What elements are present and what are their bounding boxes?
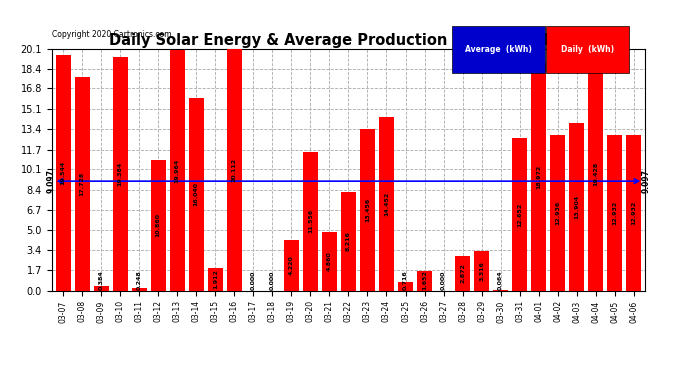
Text: 19.428: 19.428 <box>593 162 598 186</box>
Text: Average  (kWh): Average (kWh) <box>465 45 532 54</box>
Bar <box>112 57 128 291</box>
Text: 9.097: 9.097 <box>642 169 651 193</box>
Bar <box>227 49 242 291</box>
Bar <box>626 135 641 291</box>
Text: 20.112: 20.112 <box>232 158 237 182</box>
Text: 19.544: 19.544 <box>61 161 66 185</box>
Bar <box>417 271 432 291</box>
Bar <box>188 98 204 291</box>
Text: 0.248: 0.248 <box>137 270 141 290</box>
Bar <box>322 232 337 291</box>
Bar <box>341 192 356 291</box>
Text: 12.932: 12.932 <box>612 201 618 225</box>
Text: 12.652: 12.652 <box>517 202 522 226</box>
Bar <box>132 288 147 291</box>
Text: 14.452: 14.452 <box>384 192 389 216</box>
Text: 8.216: 8.216 <box>346 231 351 251</box>
Bar <box>569 123 584 291</box>
Text: 0.716: 0.716 <box>403 270 408 290</box>
Text: 12.932: 12.932 <box>631 201 636 225</box>
Title: Daily Solar Energy & Average Production Tue Apr 7  19:29: Daily Solar Energy & Average Production … <box>109 33 588 48</box>
Bar <box>208 268 223 291</box>
Bar <box>150 160 166 291</box>
Bar <box>75 77 90 291</box>
Text: 10.860: 10.860 <box>156 213 161 237</box>
Text: Copyright 2020 Cartronics.com: Copyright 2020 Cartronics.com <box>52 30 171 39</box>
Text: 17.728: 17.728 <box>79 172 85 196</box>
Bar <box>512 138 527 291</box>
Bar <box>550 135 565 291</box>
Bar <box>607 135 622 291</box>
Text: 4.220: 4.220 <box>289 255 294 275</box>
Bar <box>284 240 299 291</box>
Text: 0.064: 0.064 <box>498 271 503 290</box>
Bar <box>398 282 413 291</box>
Text: 13.904: 13.904 <box>574 195 579 219</box>
Text: 9.097: 9.097 <box>46 169 55 193</box>
Text: 18.972: 18.972 <box>536 164 541 189</box>
Text: 0.000: 0.000 <box>270 271 275 290</box>
Text: 12.936: 12.936 <box>555 201 560 225</box>
Bar <box>455 256 470 291</box>
Bar <box>303 152 318 291</box>
Bar <box>531 62 546 291</box>
Text: 0.000: 0.000 <box>441 271 446 290</box>
Text: 19.384: 19.384 <box>118 162 123 186</box>
Text: 11.556: 11.556 <box>308 209 313 233</box>
Bar <box>588 57 603 291</box>
Text: 16.040: 16.040 <box>194 182 199 206</box>
Text: 13.456: 13.456 <box>365 198 370 222</box>
Text: 1.652: 1.652 <box>422 270 427 290</box>
Text: 19.964: 19.964 <box>175 158 180 183</box>
Text: 0.384: 0.384 <box>99 270 103 290</box>
Text: 2.872: 2.872 <box>460 263 465 283</box>
Text: Daily  (kWh): Daily (kWh) <box>562 45 614 54</box>
Bar <box>360 129 375 291</box>
Bar <box>493 290 509 291</box>
Text: 0.000: 0.000 <box>251 271 256 290</box>
Text: 1.912: 1.912 <box>213 269 218 289</box>
Bar <box>474 251 489 291</box>
Bar <box>170 50 185 291</box>
Bar <box>379 117 394 291</box>
Bar <box>94 286 109 291</box>
Text: 4.860: 4.860 <box>327 252 332 271</box>
Bar <box>56 56 71 291</box>
Text: 3.316: 3.316 <box>479 261 484 280</box>
